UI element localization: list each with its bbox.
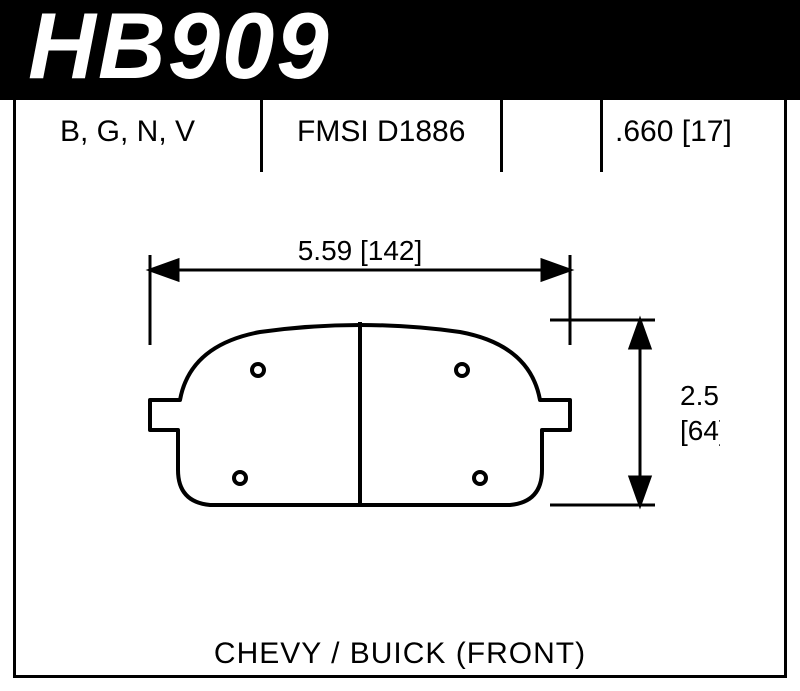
height-dimension xyxy=(550,320,655,505)
spec-thickness-mm: [17] xyxy=(682,115,732,148)
spec-thickness: .660 [17] xyxy=(615,115,732,149)
width-dim-text: 5.59 [142] xyxy=(298,235,423,266)
spec-fmsi: FMSI D1886 xyxy=(297,115,465,149)
spec-compounds: B, G, N, V xyxy=(60,115,195,149)
diagram-svg: 5.59 [142] 2.53 [64] xyxy=(80,230,720,610)
part-number: HB909 xyxy=(28,0,331,100)
spec-divider xyxy=(500,100,503,172)
brake-pad-diagram: 5.59 [142] 2.53 [64] xyxy=(80,230,720,610)
header-band: HB909 xyxy=(0,0,800,100)
spec-divider xyxy=(260,100,263,172)
spec-thickness-in: .660 xyxy=(615,115,673,148)
height-dim-mm: [64] xyxy=(680,415,720,446)
height-dim-in: 2.53 xyxy=(680,380,720,411)
brake-pad-outline xyxy=(150,322,570,505)
application-label: CHEVY / BUICK (FRONT) xyxy=(0,637,800,671)
spec-divider xyxy=(600,100,603,172)
